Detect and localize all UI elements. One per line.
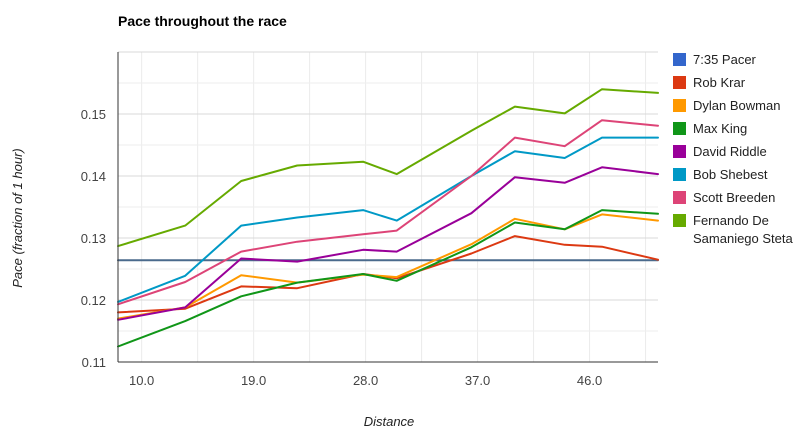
- legend[interactable]: 7:35 Pacer Rob Krar Dylan Bowman Max King Da…: [673, 52, 794, 246]
- y-tick-label: 0.12: [81, 293, 106, 308]
- series-line-3[interactable]: [117, 209, 659, 348]
- x-tick-label: 37.0: [465, 373, 490, 388]
- legend-item-1[interactable]: Rob Krar: [673, 75, 746, 90]
- legend-item-2[interactable]: Dylan Bowman: [673, 98, 780, 113]
- legend-item-5[interactable]: Bob Shebest: [673, 167, 768, 182]
- series-line-2[interactable]: [117, 213, 659, 320]
- legend-item-6[interactable]: Scott Breeden: [673, 190, 775, 205]
- series-line-6[interactable]: [117, 119, 659, 306]
- y-tick-label: 0.13: [81, 231, 106, 246]
- legend-item-4[interactable]: David Riddle: [673, 144, 767, 159]
- legend-swatch: [673, 76, 686, 89]
- x-tick-label: 10.0: [129, 373, 154, 388]
- y-tick-label: 0.14: [81, 169, 106, 184]
- legend-swatch: [673, 99, 686, 112]
- legend-label: Samaniego Steta: [693, 231, 794, 246]
- legend-label: Scott Breeden: [693, 190, 775, 205]
- legend-label: Max King: [693, 121, 747, 136]
- x-axis-label: Distance: [364, 414, 415, 429]
- y-ticks: 0.11 0.12 0.13 0.14 0.15: [81, 107, 106, 370]
- x-tick-label: 46.0: [577, 373, 602, 388]
- legend-label: Dylan Bowman: [693, 98, 780, 113]
- x-ticks: 10.0 19.0 28.0 37.0 46.0: [129, 373, 602, 388]
- legend-label: Rob Krar: [693, 75, 746, 90]
- legend-item-7[interactable]: Fernando De Samaniego Steta: [673, 213, 794, 246]
- y-tick-label: 0.15: [81, 107, 106, 122]
- y-axis-label: Pace (fraction of 1 hour): [10, 148, 25, 287]
- legend-swatch: [673, 191, 686, 204]
- legend-swatch: [673, 122, 686, 135]
- legend-label: 7:35 Pacer: [693, 52, 757, 67]
- legend-label: Fernando De: [693, 213, 769, 228]
- y-tick-label: 0.11: [82, 355, 106, 370]
- legend-label: David Riddle: [693, 144, 767, 159]
- legend-label: Bob Shebest: [693, 167, 768, 182]
- x-tick-label: 28.0: [353, 373, 378, 388]
- legend-swatch: [673, 214, 686, 227]
- legend-item-0[interactable]: 7:35 Pacer: [673, 52, 757, 67]
- legend-item-3[interactable]: Max King: [673, 121, 747, 136]
- series-line-5[interactable]: [117, 136, 659, 303]
- series-layer: [117, 88, 659, 348]
- x-tick-label: 19.0: [241, 373, 266, 388]
- legend-swatch: [673, 53, 686, 66]
- series-line-1[interactable]: [117, 235, 659, 314]
- legend-swatch: [673, 145, 686, 158]
- axes: [117, 52, 658, 363]
- legend-swatch: [673, 168, 686, 181]
- series-line-7[interactable]: [117, 88, 659, 248]
- series-line-4[interactable]: [117, 166, 659, 321]
- chart-title: Pace throughout the race: [118, 13, 287, 29]
